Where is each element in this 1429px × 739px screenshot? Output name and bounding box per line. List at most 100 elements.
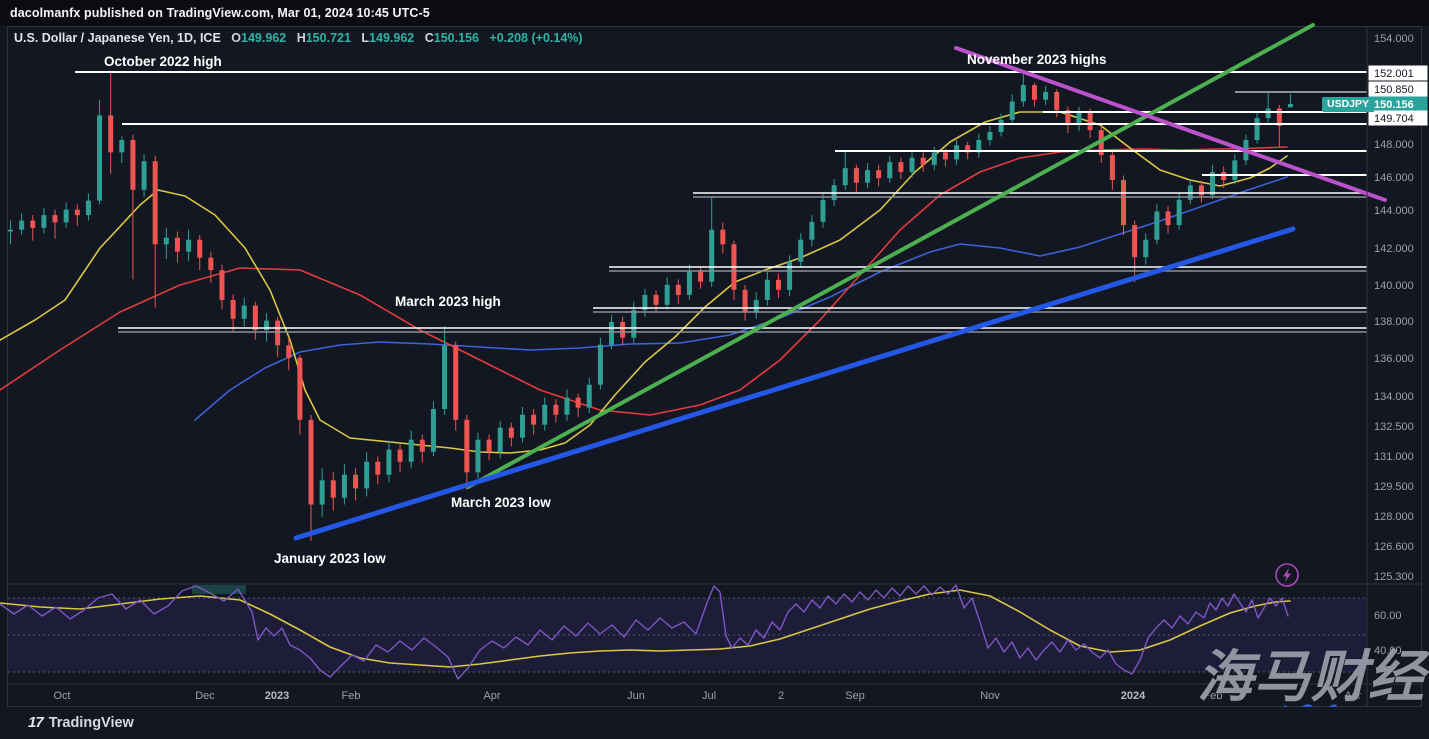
annotation-text: January 2023 low (274, 551, 386, 566)
current-price-box (1368, 96, 1428, 112)
candle (186, 229, 192, 261)
candle (575, 393, 581, 417)
time-axis-label: Jul (702, 690, 716, 702)
candle (486, 434, 492, 461)
candle (1154, 204, 1160, 245)
candle (508, 422, 514, 447)
candle (842, 150, 848, 190)
time-axis-label: 2024 (1121, 690, 1146, 702)
candle (408, 430, 414, 469)
candle (275, 316, 281, 357)
price-axis-label: 131.000 (1374, 451, 1414, 463)
candle (976, 133, 982, 158)
uptrend-blue[interactable] (293, 226, 1296, 541)
candle (898, 157, 904, 180)
level-price-text: 152.001 (1374, 68, 1414, 80)
candle (364, 452, 370, 497)
publish-header: dacolmanfx published on TradingView.com,… (0, 0, 1429, 26)
candle (709, 197, 715, 287)
candle (163, 227, 169, 260)
lightning-button[interactable] (1275, 563, 1299, 587)
candle (475, 432, 481, 479)
level-price-text: 150.850 (1374, 84, 1414, 96)
annotation-text: March 2023 low (451, 495, 551, 510)
candle (1109, 150, 1115, 190)
candle (241, 298, 247, 327)
candle (297, 354, 303, 435)
candle (620, 316, 626, 346)
symbol-badge-label: USDJPY (1322, 97, 1375, 112)
candle (230, 294, 236, 332)
candle (664, 277, 670, 310)
price-axis-label: 148.000 (1374, 139, 1414, 151)
candle (386, 440, 392, 483)
tradingview-logo-text: TradingView (48, 714, 134, 731)
uptrend-green[interactable] (466, 23, 1315, 489)
rsi-overbought-fill (192, 585, 246, 594)
high-label: H (296, 31, 306, 45)
price-axis-label: 154.000 (1374, 33, 1414, 45)
candle (353, 468, 359, 501)
footer-bar: 17 TradingView (0, 707, 1429, 739)
candle (987, 125, 993, 146)
candle (1176, 193, 1182, 230)
candle (497, 420, 503, 459)
ma-mid-red-line (0, 146, 1288, 416)
tradingview-logo[interactable]: 17 TradingView (28, 714, 134, 731)
symbol-title: U.S. Dollar / Japanese Yen, 1D, ICE (14, 31, 221, 45)
candle (920, 152, 926, 172)
annotation-text: March 2023 high (395, 294, 501, 309)
candle (430, 401, 436, 457)
lightning-icon (1283, 568, 1291, 582)
price-axis-label: 144.000 (1374, 205, 1414, 217)
candle (698, 266, 704, 289)
low-value: 149.962 (369, 31, 415, 45)
candle (1254, 111, 1260, 144)
candle (1076, 106, 1082, 132)
candle (63, 202, 69, 228)
candle (597, 337, 603, 390)
time-axis-label: Oct (53, 690, 70, 702)
candle (442, 326, 448, 415)
candle (397, 444, 403, 473)
candle (1031, 82, 1037, 107)
symbol-legend[interactable]: U.S. Dollar / Japanese Yen, 1D, ICE O149… (14, 31, 583, 45)
candle (341, 464, 347, 505)
candle (41, 207, 47, 234)
candle (219, 264, 225, 310)
candle (1198, 180, 1204, 203)
candle (208, 251, 214, 284)
ma-slow-blue-line (194, 176, 1288, 421)
candle (464, 414, 470, 490)
candle (1009, 94, 1015, 125)
rsi-axis-label: 60.00 (1374, 610, 1402, 622)
candle (85, 193, 91, 221)
price-axis-label: 125.300 (1374, 571, 1414, 583)
symbol-price-badge: USDJPY (1322, 97, 1375, 112)
chart-frame (7, 26, 1422, 707)
tradingview-logo-icon: 17 (28, 714, 44, 731)
candle (19, 213, 25, 236)
candle (174, 231, 180, 263)
time-axis-label: Sep (845, 690, 865, 702)
candle (954, 139, 960, 165)
candle (152, 155, 158, 308)
candle (252, 301, 258, 340)
price-axis-label: 136.000 (1374, 353, 1414, 365)
level-price-box (1368, 81, 1428, 97)
downtrend-magenta[interactable] (954, 46, 1387, 202)
time-axis-label: Apr (483, 690, 500, 702)
rsi-ma-yellow-line (0, 589, 1291, 668)
rsi-axis-label: 40.00 (1374, 645, 1402, 657)
candle (74, 204, 80, 227)
price-axis-label: 128.000 (1374, 511, 1414, 523)
candle (1165, 206, 1171, 234)
candle (531, 409, 537, 435)
price-axis-label: 126.600 (1374, 541, 1414, 553)
candle (753, 292, 759, 319)
close-label: C (424, 31, 434, 45)
annotation-text: October 2022 high (104, 54, 222, 69)
candle (876, 164, 882, 187)
candle (1098, 125, 1104, 164)
